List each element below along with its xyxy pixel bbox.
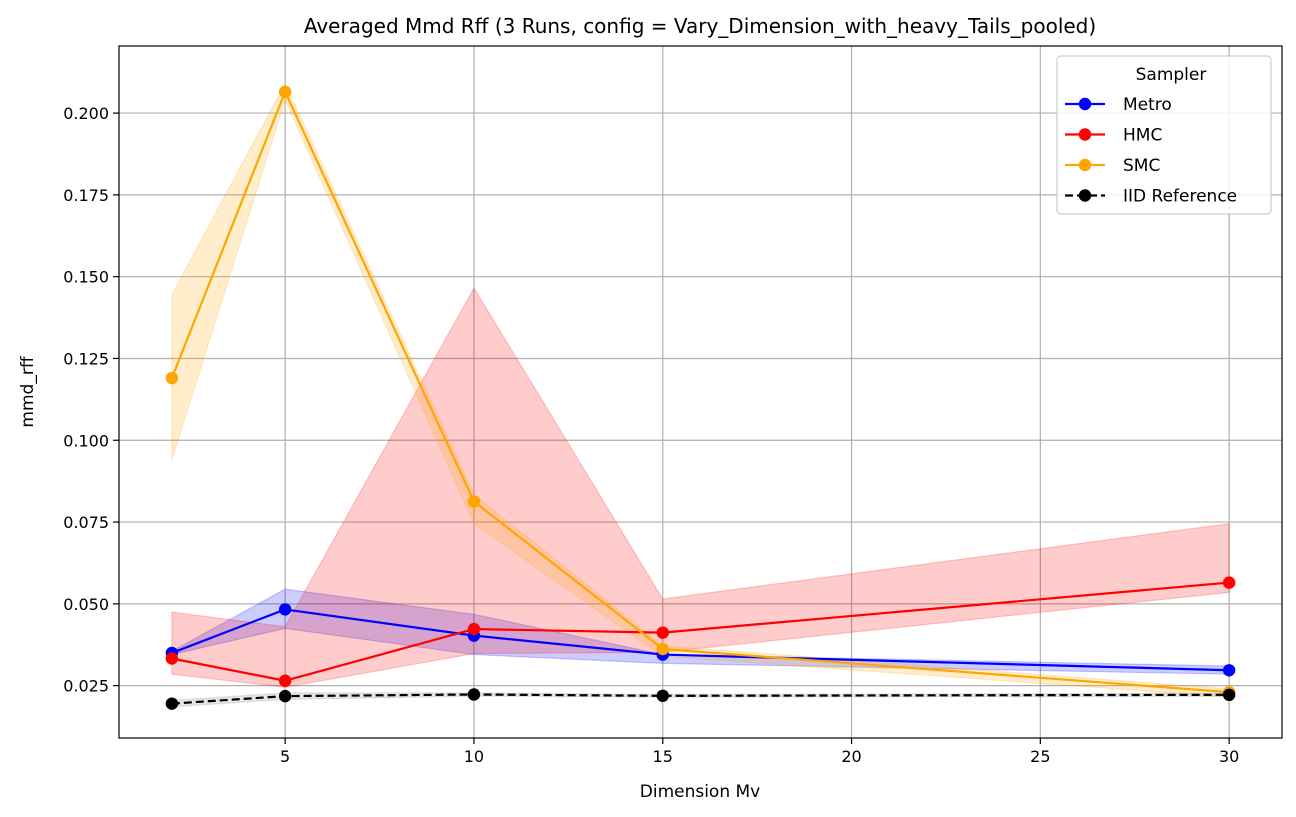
x-tick-label: 20 xyxy=(841,747,861,766)
legend-marker-smc xyxy=(1078,158,1092,172)
point-smc xyxy=(467,495,481,508)
legend-title: Sampler xyxy=(1136,65,1207,85)
series-points xyxy=(165,85,1236,710)
y-axis-ticks: 0.025 0.050 0.075 0.100 0.125 0.150 0.175 0.200 xyxy=(63,104,119,696)
y-axis-label: mmd_rff xyxy=(18,355,38,427)
legend-marker-iid-reference xyxy=(1078,189,1092,202)
y-tick-label: 0.125 xyxy=(63,349,109,368)
point-hmc xyxy=(278,674,292,687)
y-tick-label: 0.200 xyxy=(63,104,109,123)
point-metro xyxy=(278,603,292,616)
x-axis-ticks: 5 10 15 20 25 30 xyxy=(280,738,1239,766)
point-iid-reference xyxy=(1222,688,1236,702)
point-hmc xyxy=(1222,576,1236,589)
point-iid-reference xyxy=(467,688,481,701)
point-iid-reference xyxy=(165,697,179,710)
x-tick-label: 10 xyxy=(464,747,484,766)
point-hmc xyxy=(165,652,179,665)
x-tick-label: 30 xyxy=(1219,747,1239,766)
point-metro xyxy=(1222,664,1236,677)
legend-box xyxy=(1056,55,1272,215)
point-hmc xyxy=(467,622,481,636)
legend-label-smc: SMC xyxy=(1123,156,1160,176)
point-iid-reference xyxy=(278,689,292,703)
y-tick-label: 0.050 xyxy=(63,595,109,614)
legend-label-iid-reference: IID Reference xyxy=(1123,187,1237,207)
grid xyxy=(119,46,1282,738)
x-tick-label: 15 xyxy=(653,747,673,766)
legend-marker-hmc xyxy=(1078,128,1092,141)
plot-area-frame xyxy=(118,45,1283,739)
point-hmc xyxy=(656,626,669,639)
point-smc xyxy=(278,85,292,99)
point-smc xyxy=(656,642,669,656)
y-tick-label: 0.150 xyxy=(63,268,109,287)
y-tick-label: 0.175 xyxy=(63,186,109,205)
band-hmc xyxy=(171,286,1230,688)
point-iid-reference xyxy=(656,689,669,702)
y-tick-label: 0.025 xyxy=(63,677,109,696)
x-tick-label: 25 xyxy=(1030,747,1050,766)
legend-label-hmc: HMC xyxy=(1123,126,1162,146)
x-axis-label: Dimension Mv xyxy=(640,782,761,802)
legend-marker-metro xyxy=(1078,97,1092,111)
chart-title: Averaged Mmd Rff (3 Runs, config = Vary_… xyxy=(304,14,1096,38)
y-tick-label: 0.100 xyxy=(63,431,109,450)
legend: Sampler Metro HMC SMC IID Reference xyxy=(1056,55,1272,215)
x-tick-label: 5 xyxy=(280,747,290,766)
legend-label-metro: Metro xyxy=(1123,95,1172,115)
y-tick-label: 0.075 xyxy=(63,513,109,532)
point-smc xyxy=(165,371,179,385)
